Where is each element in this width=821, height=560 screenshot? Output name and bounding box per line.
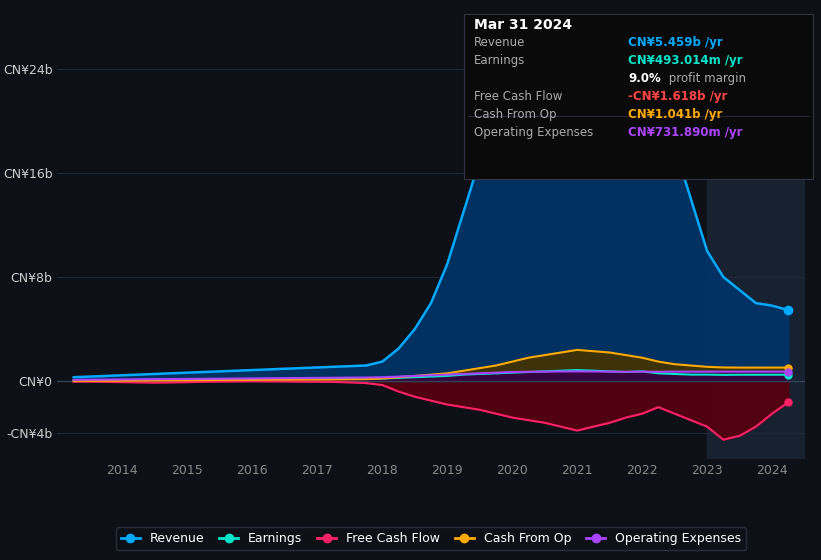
Text: Free Cash Flow: Free Cash Flow: [474, 90, 562, 103]
Text: CN¥1.041b /yr: CN¥1.041b /yr: [628, 108, 722, 121]
Text: Cash From Op: Cash From Op: [474, 108, 556, 121]
Text: 9.0%: 9.0%: [628, 72, 661, 85]
Text: CN¥493.014m /yr: CN¥493.014m /yr: [628, 54, 743, 67]
Text: -CN¥1.618b /yr: -CN¥1.618b /yr: [628, 90, 727, 103]
Text: profit margin: profit margin: [665, 72, 746, 85]
Text: CN¥731.890m /yr: CN¥731.890m /yr: [628, 126, 742, 139]
Text: Operating Expenses: Operating Expenses: [474, 126, 593, 139]
Legend: Revenue, Earnings, Free Cash Flow, Cash From Op, Operating Expenses: Revenue, Earnings, Free Cash Flow, Cash …: [116, 528, 746, 550]
Bar: [707, 17, 805, 459]
Text: Revenue: Revenue: [474, 36, 525, 49]
Text: CN¥5.459b /yr: CN¥5.459b /yr: [628, 36, 722, 49]
Text: Mar 31 2024: Mar 31 2024: [474, 18, 572, 32]
Text: Earnings: Earnings: [474, 54, 525, 67]
